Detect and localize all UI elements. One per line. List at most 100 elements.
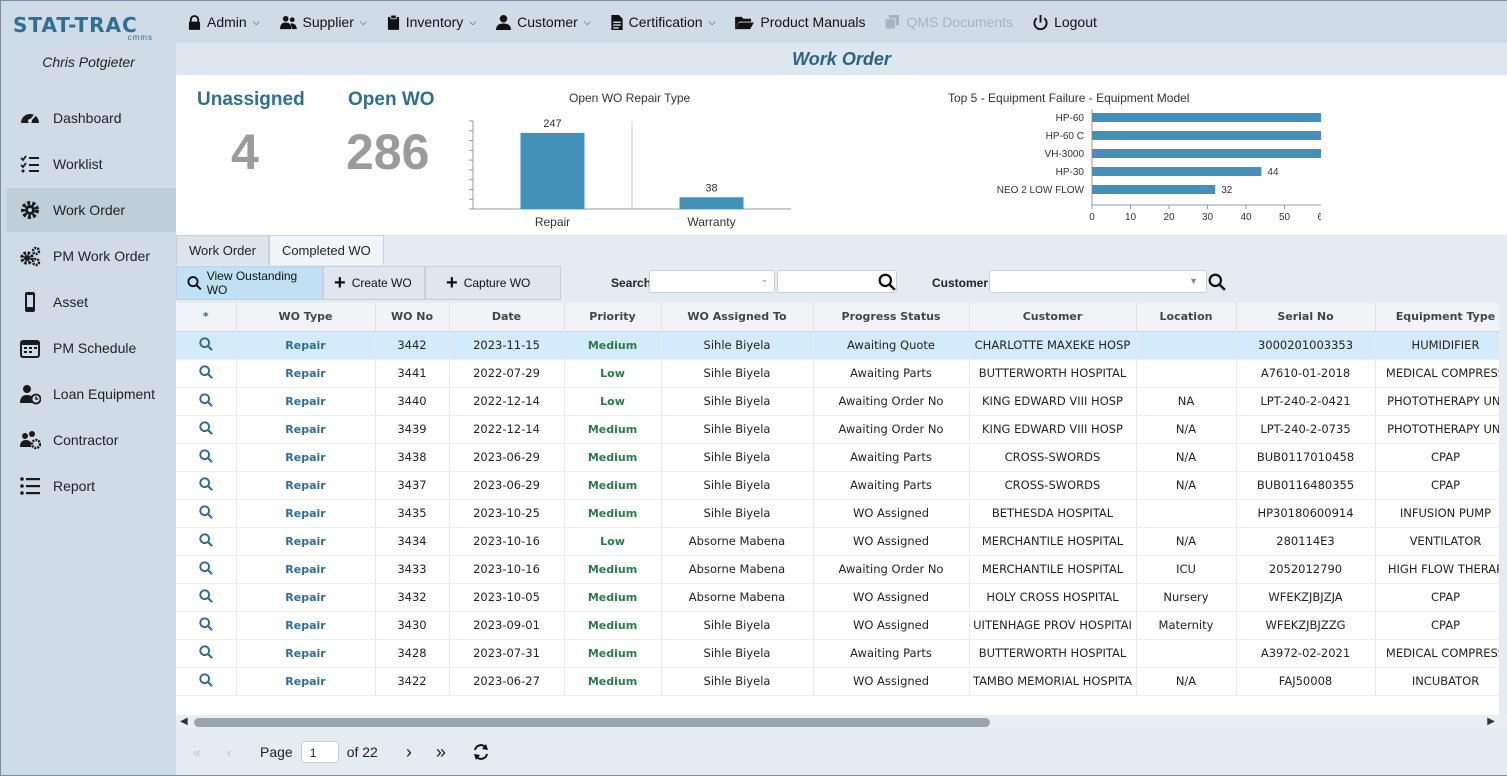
row-view-cell[interactable] [176,331,237,360]
search-icon[interactable] [199,672,213,687]
column-header[interactable]: WO No [375,303,450,332]
column-header[interactable]: Customer [969,303,1137,332]
scroll-right-arrow-icon[interactable]: ▶ [1487,716,1495,727]
table-row[interactable]: Repair 3430 2023-09-01 Medium Sihle Biyela WO… [176,611,1499,640]
table-row[interactable]: Repair 3422 2023-06-27 Medium Sihle Biyela WO… [176,667,1499,696]
table-cell: A3972-02-2021 [1236,639,1376,668]
table-row[interactable]: Repair 3439 2022-12-14 Medium Sihle Biyela Aw… [176,415,1499,444]
column-header[interactable]: Progress Status [813,303,970,332]
search-icon[interactable] [199,392,213,407]
table-row[interactable]: Repair 3433 2023-10-16 Medium Absorne Mabena… [176,555,1499,584]
document-icon [611,14,623,30]
search-icon[interactable] [199,448,213,463]
table-row[interactable]: Repair 3432 2023-10-05 Medium Absorne Mabena… [176,583,1499,612]
row-view-cell[interactable] [176,555,237,584]
search-icon[interactable] [199,364,213,379]
search-icon[interactable] [199,420,213,435]
table-row[interactable]: Repair 3435 2023-10-25 Medium Sihle Biyela WO… [176,499,1499,528]
create-wo-button[interactable]: + Create WO [323,266,425,300]
row-view-cell[interactable] [176,667,237,696]
sidebar-item-contractor[interactable]: Contractor [7,418,176,462]
search-icon[interactable] [878,273,896,291]
menu-supplier[interactable]: Supplier ⌵ [279,14,367,30]
menu-admin[interactable]: Admin ⌵ [188,14,260,30]
chevron-down-icon: ⌵ [583,16,591,27]
search-field-select[interactable]: ⌄ [649,270,775,293]
row-view-cell[interactable] [176,583,237,612]
sidebar-item-label: PM Schedule [53,340,137,356]
row-view-cell[interactable] [176,527,237,556]
table-cell: 3438 [375,443,450,472]
capture-wo-button[interactable]: + Capture WO [425,266,561,300]
menu-customer[interactable]: Customer ⌵ [496,14,591,30]
sidebar-item-work-order[interactable]: Work Order [7,188,176,232]
column-header[interactable]: * [176,303,237,332]
table-cell: 2023-06-27 [449,667,565,696]
column-header[interactable]: WO Type [236,303,376,332]
tab-work-order[interactable]: Work Order [176,235,269,265]
search-input[interactable] [777,270,897,293]
search-icon[interactable] [199,588,213,603]
sidebar-item-dashboard[interactable]: Dashboard [7,96,176,140]
search-icon[interactable] [199,336,213,351]
table-row[interactable]: Repair 3440 2022-12-14 Low Sihle Biyela Await… [176,387,1499,416]
table-row[interactable]: Repair 3428 2023-07-31 Medium Sihle Biyela Aw… [176,639,1499,668]
menu-logout[interactable]: Logout [1033,14,1097,30]
menu-inventory[interactable]: Inventory ⌵ [387,14,476,30]
previous-page-icon[interactable]: ‹ [226,744,232,760]
row-view-cell[interactable] [176,471,237,500]
row-view-cell[interactable] [176,387,237,416]
refresh-icon[interactable] [468,739,494,765]
first-page-icon[interactable]: « [193,744,201,760]
column-header[interactable]: Date [449,303,565,332]
search-icon[interactable] [199,644,213,659]
table-cell: INCUBATOR [1375,667,1499,696]
search-icon[interactable] [199,560,213,575]
search-icon[interactable] [199,476,213,491]
sidebar-item-report[interactable]: Report [7,464,176,508]
horizontal-scroll-thumb[interactable] [194,718,990,727]
customer-select[interactable]: ▼ [989,270,1207,293]
table-row[interactable]: Repair 3434 2023-10-16 Low Absorne Mabena WO … [176,527,1499,556]
table-header-row: * WO Type WO No Date Priority WO Assigned To P… [176,303,1499,332]
column-header[interactable]: WO Assigned To [661,303,814,332]
table-row[interactable]: Repair 3437 2023-06-29 Medium Sihle Biyela Aw… [176,471,1499,500]
row-view-cell[interactable] [176,443,237,472]
view-outstanding-wo-button[interactable]: View Oustanding WO [176,266,323,300]
row-view-cell[interactable] [176,499,237,528]
table-cell: Absorne Mabena [661,555,814,584]
sidebar-item-loan-equipment[interactable]: Loan Equipment [7,372,176,416]
column-header[interactable]: Serial No [1236,303,1376,332]
row-view-cell[interactable] [176,639,237,668]
sidebar-item-worklist[interactable]: Worklist [7,142,176,186]
table-cell [1136,499,1237,528]
page-number-input[interactable]: 1 [300,741,339,763]
bar-vh-3000 [1092,149,1321,158]
table-row[interactable]: Repair 3441 2022-07-29 Low Sihle Biyela Await… [176,359,1499,388]
menu-certification[interactable]: Certification ⌵ [611,14,715,30]
column-header[interactable]: Equipment Type [1375,303,1499,332]
search-icon[interactable] [199,616,213,631]
next-page-icon[interactable]: › [405,741,412,762]
sidebar-item-asset[interactable]: Asset [7,280,176,324]
horizontal-scrollbar[interactable]: ◀ ▶ [176,715,1507,729]
row-view-cell[interactable] [176,611,237,640]
column-header[interactable]: Location [1136,303,1237,332]
last-page-icon[interactable]: » [435,741,446,762]
search-icon[interactable] [199,532,213,547]
lock-icon [188,14,201,30]
vertical-scrollbar[interactable] [1499,303,1507,715]
table-row[interactable]: Repair 3442 2023-11-15 Medium Sihle Biyela Aw… [176,331,1499,360]
scroll-left-arrow-icon[interactable]: ◀ [180,716,188,727]
sidebar-item-pm-schedule[interactable]: PM Schedule [7,326,176,370]
sidebar-item-pm-work-order[interactable]: PM Work Order [7,234,176,278]
menu-product-manuals[interactable]: Product Manuals [735,14,865,30]
customer-search-icon[interactable] [1208,273,1226,291]
search-icon[interactable] [199,504,213,519]
row-view-cell[interactable] [176,415,237,444]
column-header[interactable]: Priority [564,303,662,332]
table-row[interactable]: Repair 3438 2023-06-29 Medium Sihle Biyela Aw… [176,443,1499,472]
row-view-cell[interactable] [176,359,237,388]
tab-completed-wo[interactable]: Completed WO [268,235,384,265]
table-cell: CROSS-SWORDS [969,443,1137,472]
